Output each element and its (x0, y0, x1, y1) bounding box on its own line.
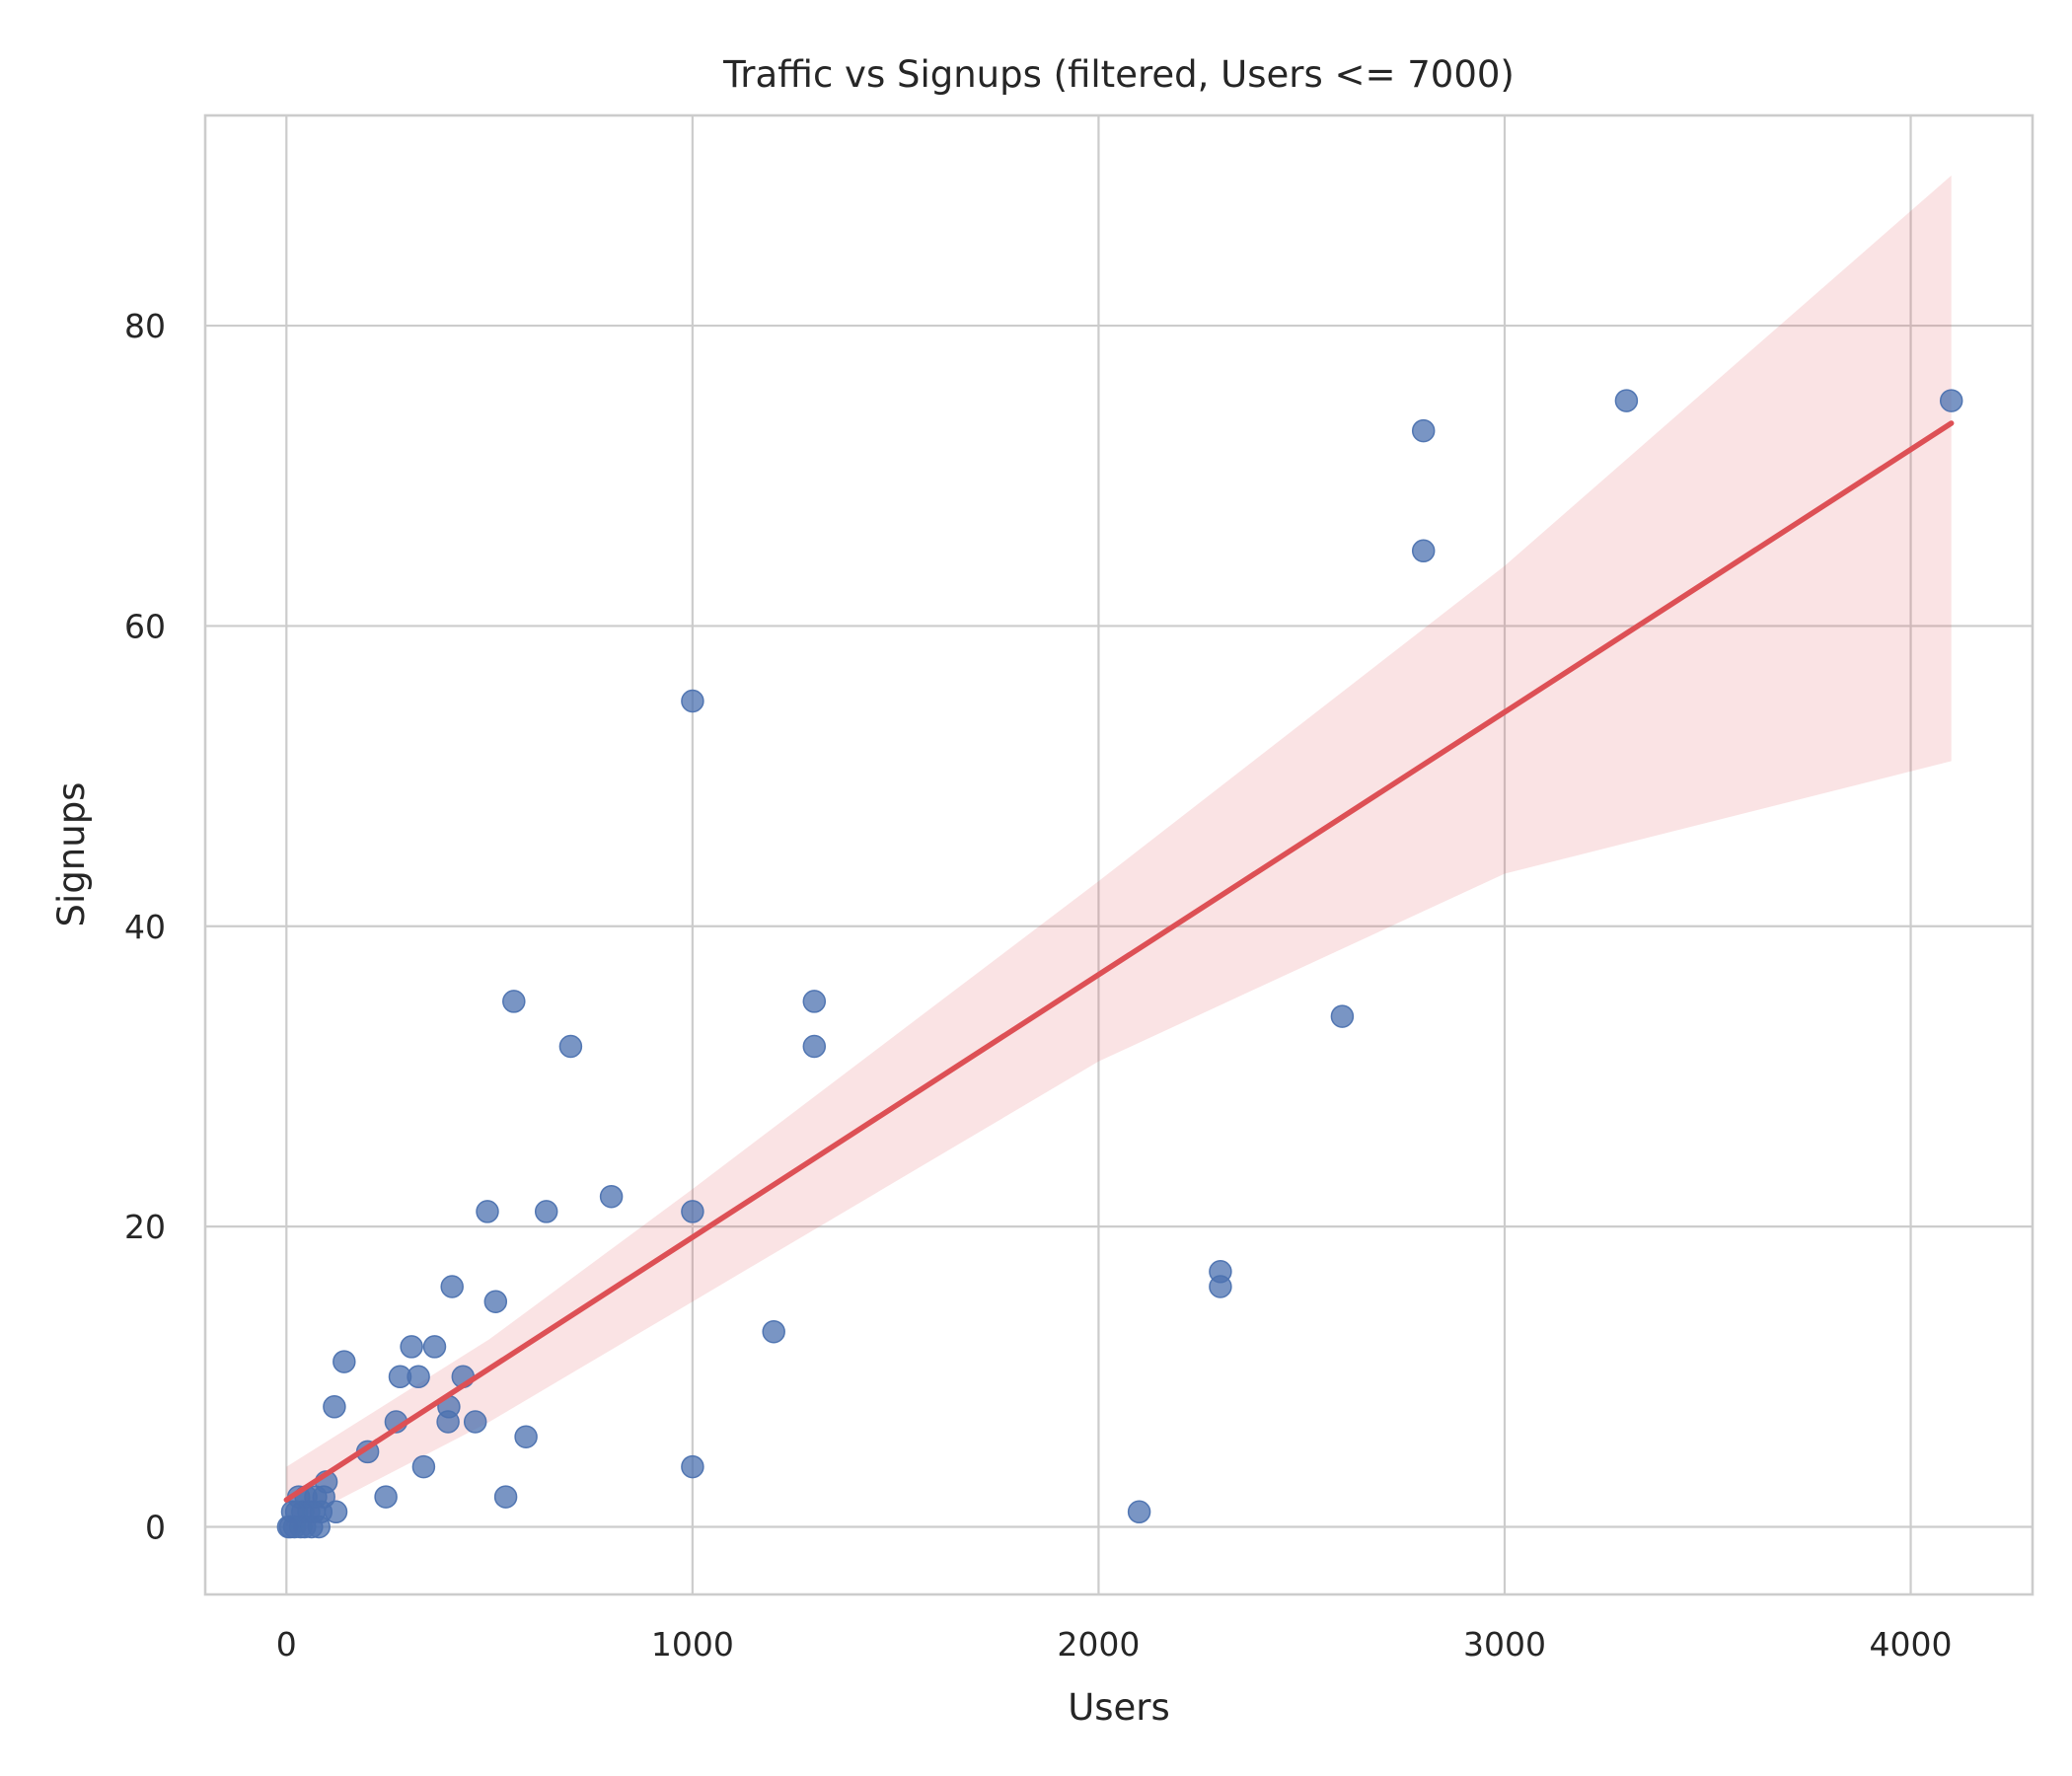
data-point (1411, 539, 1436, 563)
data-point (558, 1034, 583, 1059)
data-point (333, 1350, 356, 1373)
confidence-band-area (286, 175, 1952, 1527)
data-point (323, 1395, 346, 1419)
data-point (1209, 1275, 1232, 1298)
data-point (681, 1200, 704, 1223)
data-point (802, 1034, 827, 1059)
data-point (1939, 389, 1963, 412)
y-tick-label: 0 (145, 1509, 166, 1547)
data-point (388, 1365, 412, 1389)
grid (205, 115, 2033, 1594)
data-point (436, 1410, 460, 1434)
data-point (762, 1319, 785, 1344)
data-point (1411, 418, 1436, 443)
data-point (276, 1515, 301, 1539)
data-point (514, 1425, 538, 1448)
data-point (534, 1200, 558, 1223)
data-point (802, 990, 827, 1013)
data-point (463, 1410, 487, 1434)
data-point (374, 1485, 398, 1509)
data-point (1614, 389, 1639, 412)
data-point (483, 1290, 508, 1313)
data-point (400, 1335, 423, 1359)
data-point (502, 990, 526, 1013)
data-point (440, 1275, 464, 1298)
x-tick-label: 3000 (1463, 1625, 1546, 1664)
data-point (681, 689, 704, 713)
data-point (1330, 1004, 1355, 1028)
y-axis-label: Signups (50, 782, 93, 927)
data-point (681, 1454, 704, 1479)
regression-line-group (283, 420, 1955, 1503)
regression-line (283, 420, 1955, 1503)
x-tick-label: 2000 (1057, 1625, 1140, 1664)
x-tick-label: 1000 (651, 1625, 734, 1664)
x-axis-label: Users (1068, 1686, 1170, 1729)
data-point (411, 1454, 436, 1479)
chart-title: Traffic vs Signups (filtered, Users <= 7… (722, 53, 1515, 96)
data-point (599, 1184, 624, 1209)
y-tick-label: 40 (124, 908, 166, 946)
confidence-band (286, 175, 1952, 1527)
data-point (422, 1335, 447, 1359)
data-point (476, 1200, 499, 1223)
x-tick-label: 4000 (1870, 1625, 1953, 1664)
y-tick-label: 80 (124, 307, 166, 345)
data-point (1127, 1500, 1151, 1524)
y-tick-label: 60 (124, 607, 166, 645)
y-tick-label: 20 (124, 1208, 166, 1246)
x-tick-label: 0 (276, 1625, 297, 1664)
plot-frame (203, 113, 2035, 1596)
tick-labels: 0 1000 2000 3000 4000 0 20 40 60 80 (124, 307, 1953, 1664)
data-point (493, 1485, 518, 1509)
